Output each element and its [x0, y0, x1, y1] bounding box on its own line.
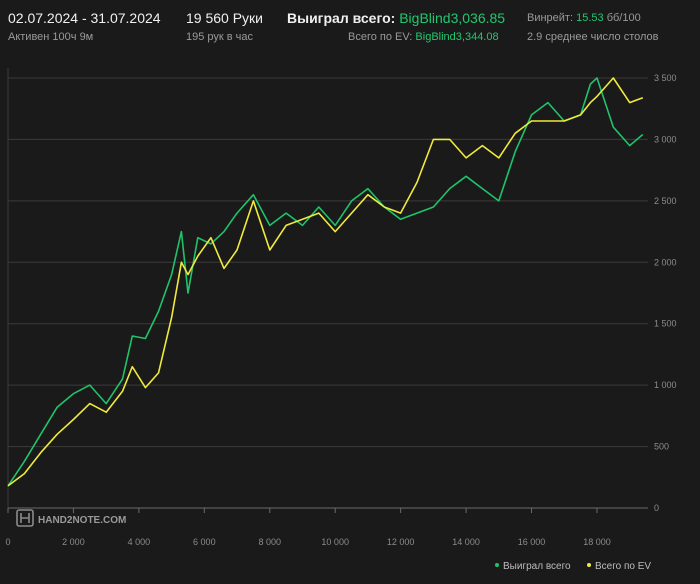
won-total-value: BigBlind3,036.85	[399, 10, 506, 26]
winnings-chart: 0 500 1 000 1 500 2 000 2 500 3 000 3 500 0 2 000…	[0, 50, 700, 579]
x-tick-label: 10 000	[321, 537, 349, 547]
x-tick-label: 16 000	[518, 537, 546, 547]
ev-total-label: Всего по EV:	[348, 31, 413, 43]
winrate-label: Винрейт:	[527, 12, 574, 24]
chart-svg: 0 500 1 000 1 500 2 000 2 500 3 000 3 500 0 2 000…	[5, 68, 677, 572]
series-layer	[7, 77, 644, 487]
y-tick-label: 1 500	[654, 319, 677, 329]
y-tick-label: 3 000	[654, 134, 677, 144]
x-tick-label: 18 000	[583, 537, 611, 547]
x-tick-label: 4 000	[128, 537, 151, 547]
watermark: HAND2NOTE.COM	[16, 509, 126, 527]
ev-total: Всего по EV: BigBlind3,344.08	[348, 31, 499, 43]
winrate-value: 15.53	[576, 12, 604, 24]
x-tick-label: 0	[5, 537, 10, 547]
y-tick-label: 1 000	[654, 380, 677, 390]
x-tick-label: 12 000	[387, 537, 415, 547]
legend: Выиграл всего Всего по EV	[495, 561, 651, 572]
stats-header: 02.07.2024 - 31.07.2024 Активен 100ч 9м …	[0, 0, 700, 50]
avg-tables: 2.9 среднее число столов	[527, 31, 659, 43]
x-tick-label: 6 000	[193, 537, 216, 547]
legend-ev-label: Всего по EV	[595, 561, 651, 572]
won-total: Выиграл всего: BigBlind3,036.85	[287, 10, 505, 26]
hands-per-hour: 195 рук в час	[186, 31, 254, 43]
hands-count: 19 560 Руки	[186, 10, 263, 26]
x-tick-label: 2 000	[62, 537, 85, 547]
series-ev-line	[7, 77, 644, 487]
axis-layer: 0 500 1 000 1 500 2 000 2 500 3 000 3 500 0 2 000…	[5, 73, 676, 547]
grid-layer	[7, 68, 648, 513]
legend-ev-marker	[587, 563, 591, 567]
legend-won-label: Выиграл всего	[503, 561, 571, 572]
x-tick-label: 8 000	[258, 537, 281, 547]
watermark-logo-icon	[16, 509, 34, 527]
date-range: 02.07.2024 - 31.07.2024	[8, 10, 161, 26]
y-tick-label: 3 500	[654, 73, 677, 83]
winrate-unit: бб/100	[606, 12, 641, 24]
active-time: Активен 100ч 9м	[8, 31, 94, 43]
y-tick-label: 0	[654, 503, 659, 513]
winrate: Винрейт: 15.53 бб/100	[527, 12, 641, 24]
x-tick-label: 14 000	[452, 537, 480, 547]
watermark-logo-h-icon	[20, 513, 30, 523]
won-total-label: Выиграл всего:	[287, 10, 396, 26]
ev-total-value: BigBlind3,344.08	[415, 31, 499, 43]
y-tick-label: 2 000	[654, 257, 677, 267]
legend-won-marker	[495, 563, 499, 567]
y-tick-label: 500	[654, 442, 669, 452]
watermark-text: HAND2NOTE.COM	[38, 515, 126, 526]
y-tick-label: 2 500	[654, 196, 677, 206]
